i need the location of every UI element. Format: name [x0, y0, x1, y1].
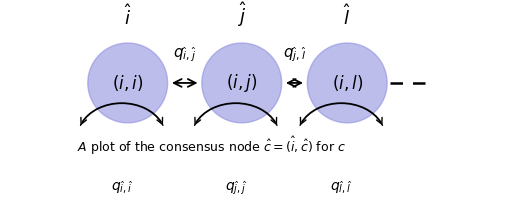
Text: $q_{\hat{i},\hat{j}}$: $q_{\hat{i},\hat{j}}$ [173, 46, 196, 64]
Ellipse shape [307, 43, 387, 123]
Text: $A$ plot of the consensus node $\hat{c} = (\hat{i}, \hat{c})$ for $c$: $A$ plot of the consensus node $\hat{c} … [77, 135, 346, 157]
Text: $\hat{i}$: $\hat{i}$ [124, 4, 132, 29]
Text: $(i,l)$: $(i,l)$ [332, 73, 363, 93]
Text: $q_{\hat{i},\hat{i}}$: $q_{\hat{i},\hat{i}}$ [111, 180, 133, 197]
Text: $(i,i)$: $(i,i)$ [112, 73, 143, 93]
Text: $\hat{l}$: $\hat{l}$ [344, 4, 351, 29]
Text: $q_{\hat{j},\hat{j}}$: $q_{\hat{j},\hat{j}}$ [225, 180, 247, 198]
Ellipse shape [88, 43, 167, 123]
Text: $(i,j)$: $(i,j)$ [226, 72, 258, 94]
Text: $q_{\hat{j},\hat{l}}$: $q_{\hat{j},\hat{l}}$ [283, 46, 306, 64]
Ellipse shape [202, 43, 282, 123]
Text: $q_{\hat{l},\hat{l}}$: $q_{\hat{l},\hat{l}}$ [330, 180, 352, 197]
Text: $\hat{j}$: $\hat{j}$ [237, 0, 247, 29]
